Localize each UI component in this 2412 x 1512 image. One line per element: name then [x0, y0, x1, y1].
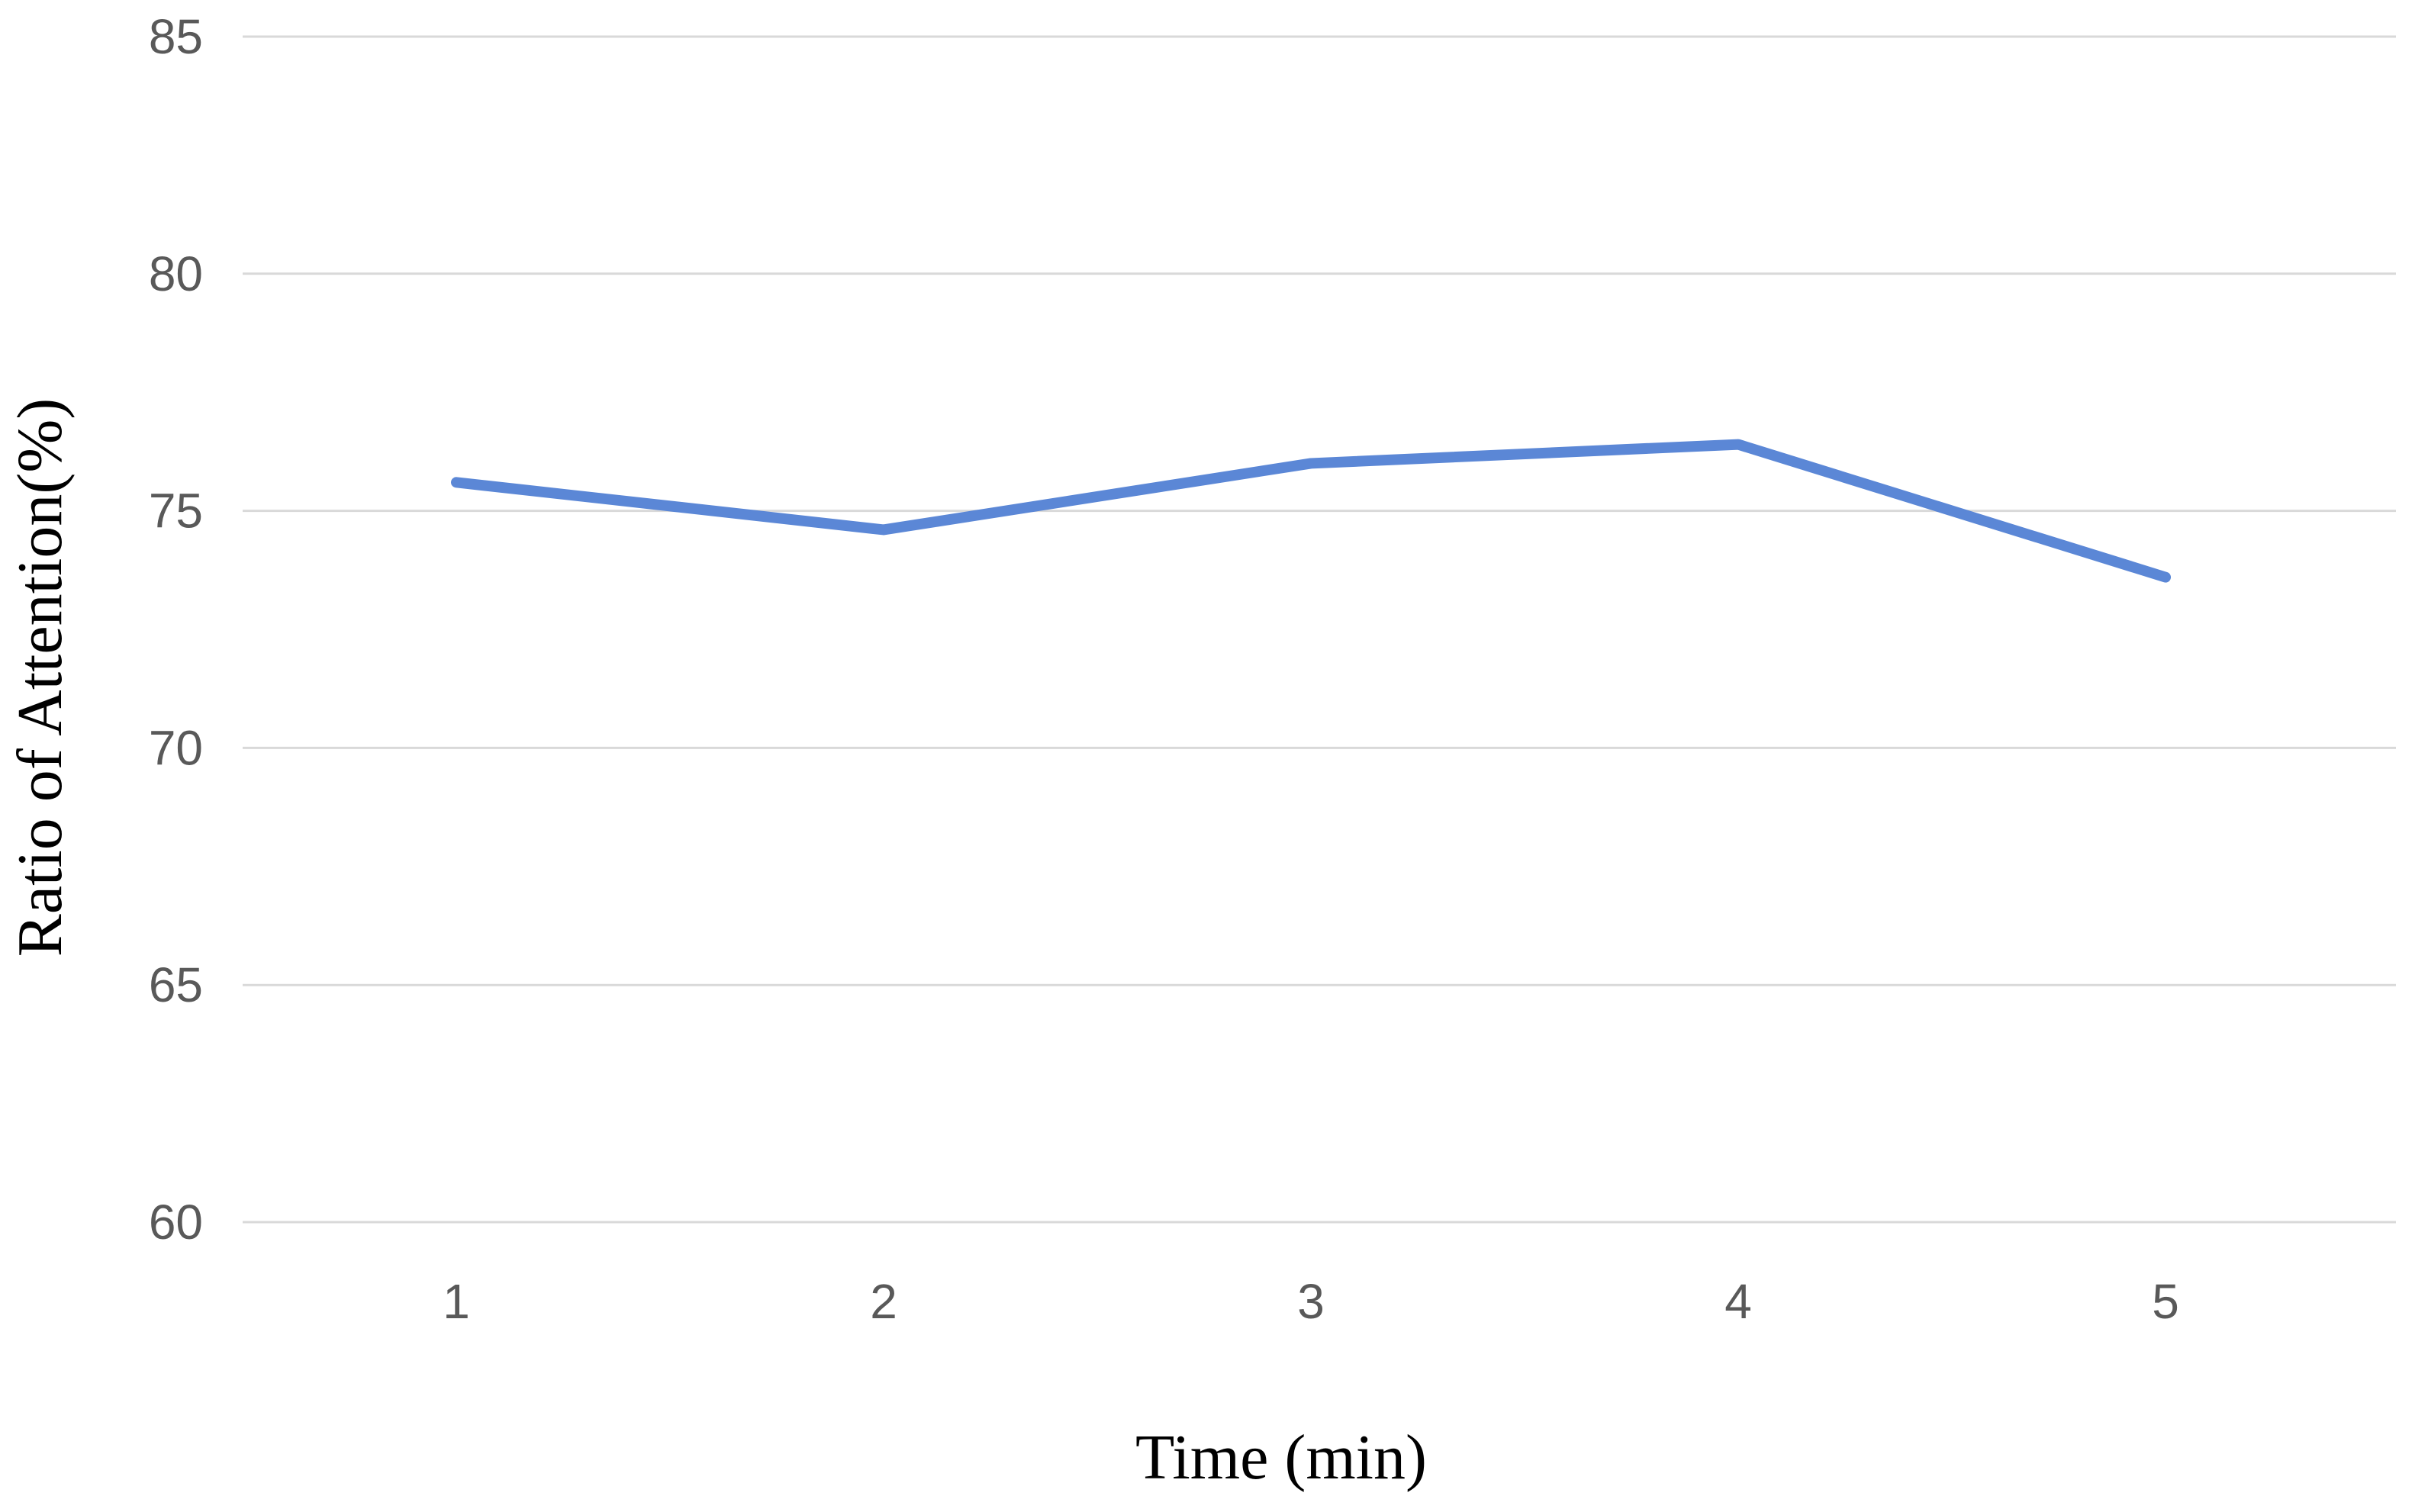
y-tick-label: 85: [149, 9, 203, 64]
x-axis-ticks: 1 2 3 4 5: [443, 1274, 2179, 1329]
y-axis-ticks: 60 65 70 75 80 85: [149, 9, 203, 1250]
x-tick-label: 1: [443, 1274, 470, 1329]
y-tick-label: 70: [149, 720, 203, 775]
y-tick-label: 60: [149, 1195, 203, 1250]
x-tick-label: 3: [1297, 1274, 1325, 1329]
x-tick-label: 5: [2152, 1274, 2179, 1329]
y-axis-title: Ratio of Attention(%): [5, 398, 76, 957]
y-tick-label: 65: [149, 957, 203, 1012]
series-layer: [451, 439, 2171, 583]
x-tick-label: 4: [1724, 1274, 1752, 1329]
x-axis-title: Time (min): [1135, 1422, 1427, 1493]
series-line-0: [451, 439, 2171, 583]
y-tick-label: 75: [149, 484, 203, 539]
gridlines: [243, 35, 2396, 1224]
y-tick-label: 80: [149, 246, 203, 301]
x-tick-label: 2: [870, 1274, 897, 1329]
